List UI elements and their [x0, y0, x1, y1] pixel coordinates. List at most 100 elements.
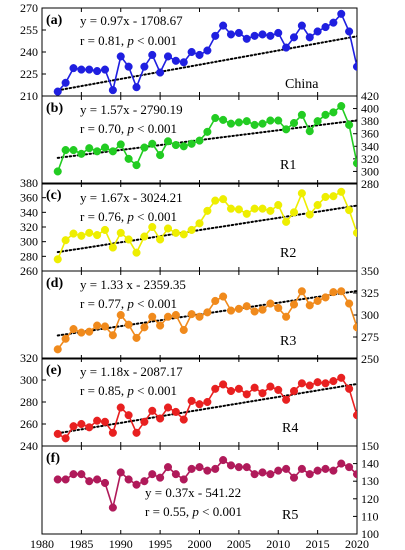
- data-point: [242, 302, 251, 311]
- data-point: [156, 321, 165, 330]
- panel-china: 210 225 240 255 270 (a) y = 0.97x - 1708.67 r =…: [20, 1, 358, 103]
- data-point: [289, 208, 299, 217]
- data-point: [305, 127, 314, 136]
- data-point: [163, 137, 173, 146]
- data-point: [140, 477, 149, 486]
- data-point: [266, 470, 275, 479]
- data-point: [266, 31, 275, 40]
- y-tick-label: 280: [20, 249, 38, 263]
- panel-r5: 100 110 120 130 140 150 (f) y = 0.37x - 541.22 r…: [41, 439, 379, 541]
- data-point: [108, 428, 117, 437]
- data-point: [53, 87, 62, 96]
- data-point: [203, 308, 212, 317]
- data-point: [226, 204, 236, 213]
- data-point: [61, 475, 70, 484]
- data-point: [132, 480, 141, 489]
- data-point: [297, 189, 306, 198]
- y-tick-label: 300: [20, 235, 38, 249]
- correlation-r: r = 0.70,: [80, 121, 127, 136]
- data-point: [266, 382, 275, 391]
- y-tick-label: 100: [361, 527, 379, 541]
- data-point: [61, 236, 70, 245]
- data-point: [274, 200, 283, 210]
- data-point: [274, 466, 283, 475]
- data-point: [132, 248, 141, 257]
- data-point: [100, 65, 110, 74]
- data-point: [156, 235, 165, 244]
- y-tick-label: 340: [361, 139, 379, 153]
- data-point: [305, 301, 314, 310]
- data-point: [171, 470, 180, 479]
- data-point: [156, 68, 165, 77]
- y-tick-label: 120: [361, 492, 379, 506]
- data-point: [187, 47, 196, 57]
- data-point: [171, 228, 180, 237]
- data-point: [132, 83, 141, 92]
- data-point: [329, 18, 338, 27]
- data-point: [211, 113, 220, 123]
- series-china: [53, 9, 357, 96]
- data-point: [258, 30, 267, 39]
- y-tick-label: 400: [361, 102, 379, 116]
- y-tick-label: 380: [361, 114, 379, 128]
- data-point: [211, 384, 220, 393]
- panel-letter: (e): [46, 363, 62, 378]
- series-r5: [53, 456, 357, 512]
- data-point: [258, 204, 267, 213]
- data-point: [93, 475, 102, 484]
- data-point: [179, 475, 188, 484]
- data-point: [211, 196, 220, 205]
- data-point: [258, 468, 267, 477]
- data-point: [305, 33, 314, 42]
- series-r3: [53, 287, 357, 354]
- data-point: [258, 119, 267, 128]
- data-point: [305, 381, 314, 390]
- y-tick-label: 210: [20, 89, 38, 103]
- data-point: [187, 225, 196, 234]
- data-point: [69, 229, 78, 238]
- data-point: [179, 325, 188, 335]
- data-point: [85, 65, 94, 74]
- y-tick-label: 240: [20, 45, 38, 59]
- data-point: [140, 323, 149, 332]
- correlation-text: r = 0.55, p < 0.001: [145, 504, 242, 519]
- data-point: [289, 118, 299, 128]
- data-point: [242, 390, 251, 399]
- data-point: [69, 146, 78, 155]
- data-point: [148, 470, 157, 479]
- region-label: R1: [280, 158, 296, 173]
- data-point: [289, 473, 299, 482]
- data-point: [234, 463, 243, 472]
- data-point: [187, 464, 196, 473]
- data-point: [313, 466, 322, 475]
- data-point: [132, 333, 141, 342]
- regression-equation: y = 1.67x - 3024.21: [80, 190, 183, 205]
- data-point: [321, 23, 330, 32]
- data-point: [156, 414, 165, 423]
- region-label: R4: [282, 421, 298, 436]
- p-value: < 0.001: [134, 383, 177, 398]
- data-point: [282, 217, 291, 226]
- p-symbol: p: [126, 383, 134, 398]
- data-point: [124, 475, 133, 484]
- data-point: [329, 108, 338, 117]
- data-point: [352, 470, 357, 479]
- data-point: [100, 225, 110, 234]
- data-point: [61, 334, 70, 343]
- data-point: [250, 31, 259, 40]
- data-point: [289, 300, 299, 309]
- data-point: [179, 58, 188, 67]
- data-point: [124, 235, 133, 244]
- data-point: [195, 136, 204, 145]
- p-symbol: p: [126, 209, 134, 224]
- data-point: [140, 143, 149, 152]
- p-value: < 0.001: [134, 209, 177, 224]
- data-point: [69, 422, 78, 431]
- data-point: [329, 377, 338, 386]
- data-point: [195, 400, 204, 409]
- data-point: [116, 228, 125, 237]
- series-r4: [53, 373, 357, 443]
- correlation-text: r = 0.70, p < 0.001: [80, 121, 177, 136]
